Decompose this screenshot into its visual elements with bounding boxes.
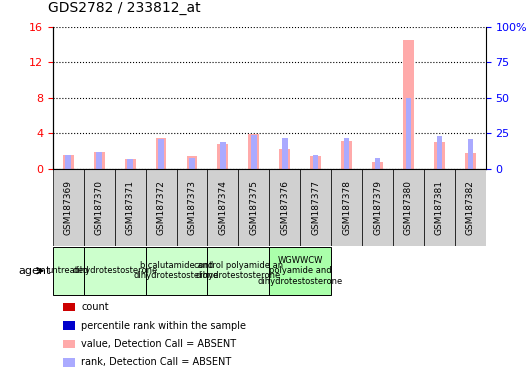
Bar (97, 152, 102, 169)
Bar (53, 247, 84, 295)
Text: percentile rank within the sample: percentile rank within the sample (81, 321, 246, 331)
Text: GSM187374: GSM187374 (219, 180, 228, 235)
Bar (127, 159, 133, 169)
Bar (455, 169, 486, 246)
Text: GSM187375: GSM187375 (249, 180, 258, 235)
Bar (406, 98, 411, 169)
Text: count: count (81, 302, 109, 312)
Text: untreated: untreated (48, 266, 89, 275)
Bar (434, 142, 445, 169)
Bar (437, 136, 442, 169)
Text: rank, Detection Call = ABSENT: rank, Detection Call = ABSENT (81, 358, 232, 367)
Bar (65, 155, 71, 169)
Text: GSM187372: GSM187372 (156, 180, 166, 235)
Bar (279, 149, 290, 169)
Bar (186, 156, 197, 169)
Bar (146, 247, 208, 295)
Bar (53, 169, 84, 246)
Text: control polyamide an
dihydrotestosterone: control polyamide an dihydrotestosterone (194, 261, 283, 280)
Bar (341, 141, 352, 169)
Text: GSM187369: GSM187369 (64, 180, 73, 235)
Bar (465, 153, 476, 169)
Bar (189, 157, 195, 169)
Bar (158, 139, 164, 169)
Bar (238, 169, 269, 246)
Text: GSM187379: GSM187379 (373, 180, 382, 235)
Bar (269, 247, 331, 295)
Bar (94, 152, 105, 169)
Text: GSM187381: GSM187381 (435, 180, 444, 235)
Bar (125, 159, 136, 169)
Bar (300, 169, 331, 246)
Bar (393, 169, 424, 246)
Bar (362, 169, 393, 246)
Bar (467, 139, 473, 169)
Bar (146, 169, 176, 246)
Bar (208, 247, 269, 295)
Text: bicalutamide and
dihydrotestosterone: bicalutamide and dihydrotestosterone (134, 261, 219, 280)
Bar (218, 144, 228, 169)
Bar (375, 157, 380, 169)
Text: GSM187370: GSM187370 (95, 180, 103, 235)
Bar (313, 155, 318, 169)
Bar (63, 155, 74, 169)
Bar (403, 40, 414, 169)
Bar (269, 169, 300, 246)
Text: WGWWCW
polyamide and
dihydrotestosterone: WGWWCW polyamide and dihydrotestosterone (258, 256, 343, 286)
Bar (115, 169, 146, 246)
Bar (248, 134, 259, 169)
Bar (156, 138, 166, 169)
Bar (84, 169, 115, 246)
Text: GSM187378: GSM187378 (342, 180, 351, 235)
Text: value, Detection Call = ABSENT: value, Detection Call = ABSENT (81, 339, 237, 349)
Bar (372, 162, 383, 169)
Bar (424, 169, 455, 246)
Bar (251, 135, 257, 169)
Bar (84, 247, 146, 295)
Text: GSM187371: GSM187371 (126, 180, 135, 235)
Text: GSM187377: GSM187377 (311, 180, 320, 235)
Text: GDS2782 / 233812_at: GDS2782 / 233812_at (48, 2, 200, 15)
Text: GSM187382: GSM187382 (466, 180, 475, 235)
Text: GSM187376: GSM187376 (280, 180, 289, 235)
Text: dihydrotestosterone: dihydrotestosterone (72, 266, 157, 275)
Bar (282, 138, 288, 169)
Bar (331, 169, 362, 246)
Bar (176, 169, 208, 246)
Text: GSM187373: GSM187373 (187, 180, 196, 235)
Bar (220, 142, 225, 169)
Text: agent: agent (18, 266, 51, 276)
Text: GSM187380: GSM187380 (404, 180, 413, 235)
Bar (310, 156, 321, 169)
Bar (344, 138, 350, 169)
Bar (208, 169, 238, 246)
